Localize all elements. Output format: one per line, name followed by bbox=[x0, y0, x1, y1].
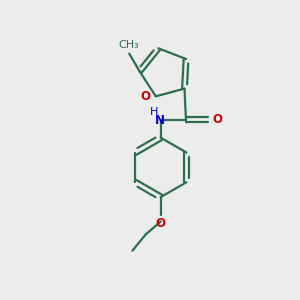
Text: CH₃: CH₃ bbox=[119, 40, 140, 50]
Text: O: O bbox=[156, 217, 166, 230]
Text: O: O bbox=[140, 90, 151, 103]
Text: O: O bbox=[213, 113, 223, 126]
Text: H: H bbox=[150, 106, 158, 116]
Text: N: N bbox=[155, 114, 165, 127]
